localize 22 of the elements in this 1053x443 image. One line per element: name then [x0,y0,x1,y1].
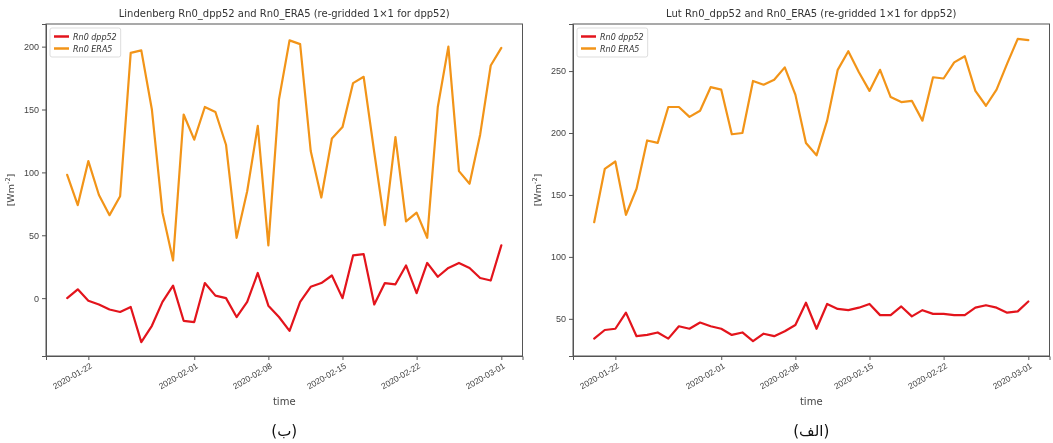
line-series [66,244,503,344]
legend-label: Rn0 ERA5 [599,44,639,54]
x-axis-title: time [799,396,823,407]
y-tick-label: 0 [33,293,39,304]
y-tick-label: 200 [550,128,566,139]
y-tick-label: 250 [550,66,566,77]
legend-label: Rn0 dpp52 [599,32,644,42]
y-tick-label: 100 [550,252,566,263]
chart-title: Lindenberg Rn0_dpp52 and Rn0_ERA5 (re-gridded 1×1 for dpp52) [118,8,450,20]
y-tick-label: 50 [28,230,39,241]
y-tick-label: 150 [23,104,39,115]
y-tick-label: 50 [555,314,566,325]
chart-title: Lut Rn0_dpp52 and Rn0_ERA5 (re-gridded 1×1 for dpp52) [665,8,957,20]
text: (ب) [271,422,298,440]
y-tick-label: 100 [23,167,39,178]
legend-label: Rn0 dpp52 [73,32,117,42]
x-axis-title: time [272,396,296,407]
text: (الف) [792,422,829,440]
y-tick-label: 200 [23,42,39,53]
y-tick-label: 150 [550,190,566,201]
line-series [592,300,1029,343]
legend-label: Rn0 ERA5 [73,44,113,54]
